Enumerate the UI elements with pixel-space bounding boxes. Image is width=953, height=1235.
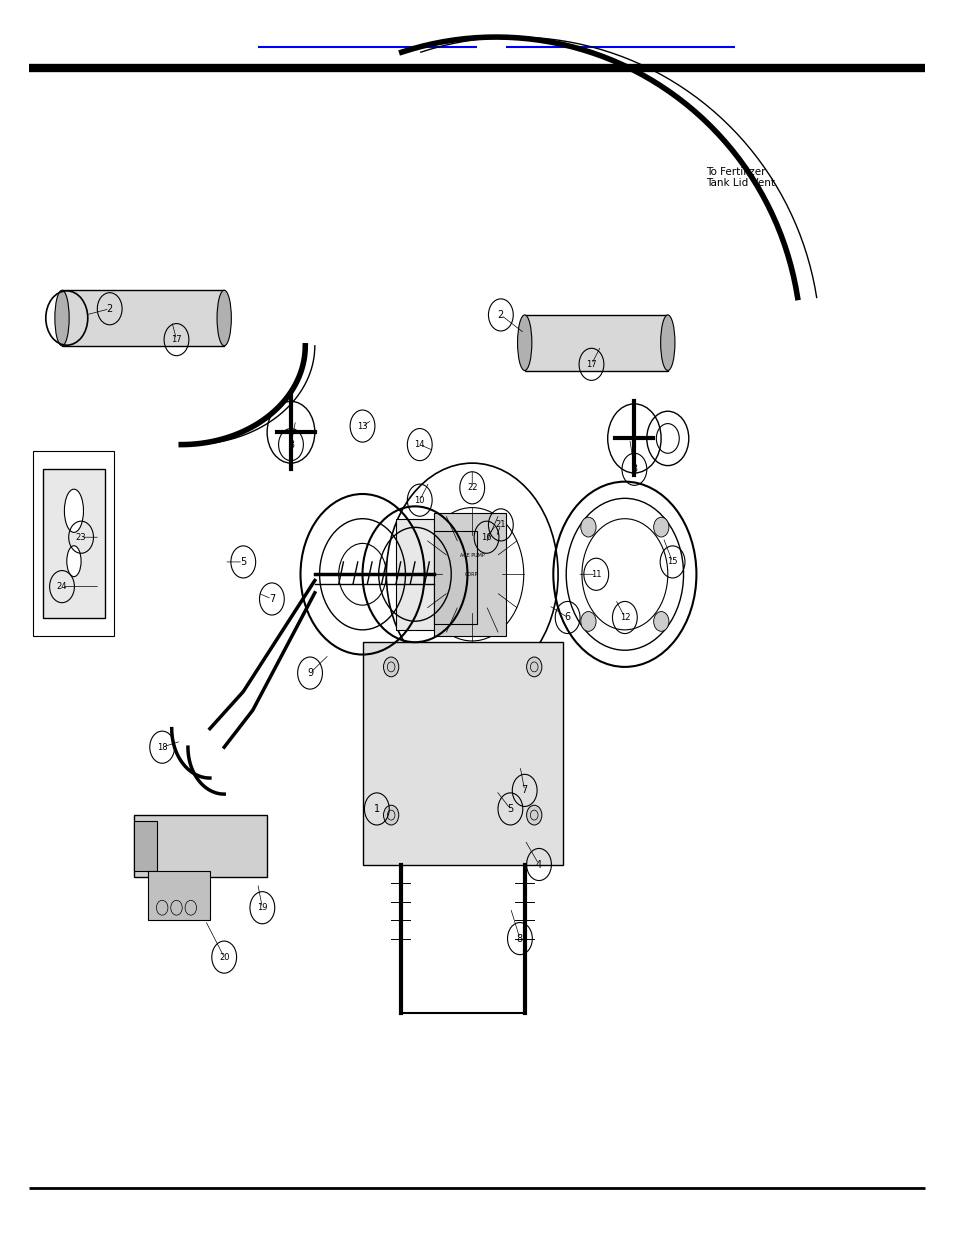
Ellipse shape <box>65 489 84 532</box>
Text: 7: 7 <box>269 594 274 604</box>
Text: 17: 17 <box>171 335 182 345</box>
Text: 16: 16 <box>480 532 492 542</box>
Ellipse shape <box>659 315 674 370</box>
Circle shape <box>526 657 541 677</box>
Circle shape <box>653 611 668 631</box>
Text: 13: 13 <box>356 421 368 431</box>
Text: 12: 12 <box>618 613 630 622</box>
Circle shape <box>580 517 596 537</box>
Circle shape <box>383 657 398 677</box>
Bar <box>524 315 667 370</box>
Text: 6: 6 <box>564 613 570 622</box>
Text: 23: 23 <box>75 532 87 542</box>
Circle shape <box>653 517 668 537</box>
Text: 21: 21 <box>495 520 506 530</box>
Text: 10: 10 <box>414 495 425 505</box>
Text: 2: 2 <box>107 304 112 314</box>
Text: 8: 8 <box>517 934 522 944</box>
Text: 1: 1 <box>374 804 379 814</box>
Text: 20: 20 <box>218 952 230 962</box>
Bar <box>62 290 224 346</box>
FancyBboxPatch shape <box>43 469 105 618</box>
Text: ACE PUMP: ACE PUMP <box>459 553 484 558</box>
Text: 11: 11 <box>590 569 601 579</box>
Text: 24: 24 <box>56 582 68 592</box>
Text: 14: 14 <box>414 440 425 450</box>
Ellipse shape <box>517 315 532 370</box>
Text: 5: 5 <box>507 804 513 814</box>
Bar <box>133 821 157 871</box>
Text: 19: 19 <box>256 903 268 913</box>
Ellipse shape <box>216 290 232 346</box>
Text: 18: 18 <box>156 742 168 752</box>
Text: 5: 5 <box>240 557 246 567</box>
Text: 4: 4 <box>536 860 541 869</box>
Circle shape <box>580 611 596 631</box>
Bar <box>133 815 267 877</box>
Circle shape <box>526 805 541 825</box>
Ellipse shape <box>55 290 70 346</box>
Circle shape <box>383 805 398 825</box>
Ellipse shape <box>67 546 81 577</box>
Text: To Fertilizer
Tank Lid Vent: To Fertilizer Tank Lid Vent <box>705 167 774 188</box>
Text: 2: 2 <box>497 310 503 320</box>
Text: 3: 3 <box>288 440 294 450</box>
Text: 7: 7 <box>521 785 527 795</box>
Text: CORP.: CORP. <box>465 572 478 577</box>
Text: 9: 9 <box>307 668 313 678</box>
Bar <box>148 871 210 920</box>
FancyBboxPatch shape <box>434 513 505 636</box>
Text: 17: 17 <box>585 359 597 369</box>
Text: 22: 22 <box>466 483 477 493</box>
FancyBboxPatch shape <box>434 531 476 624</box>
FancyBboxPatch shape <box>395 519 434 630</box>
Bar <box>362 642 562 864</box>
Text: 3: 3 <box>631 464 637 474</box>
Text: 15: 15 <box>666 557 678 567</box>
